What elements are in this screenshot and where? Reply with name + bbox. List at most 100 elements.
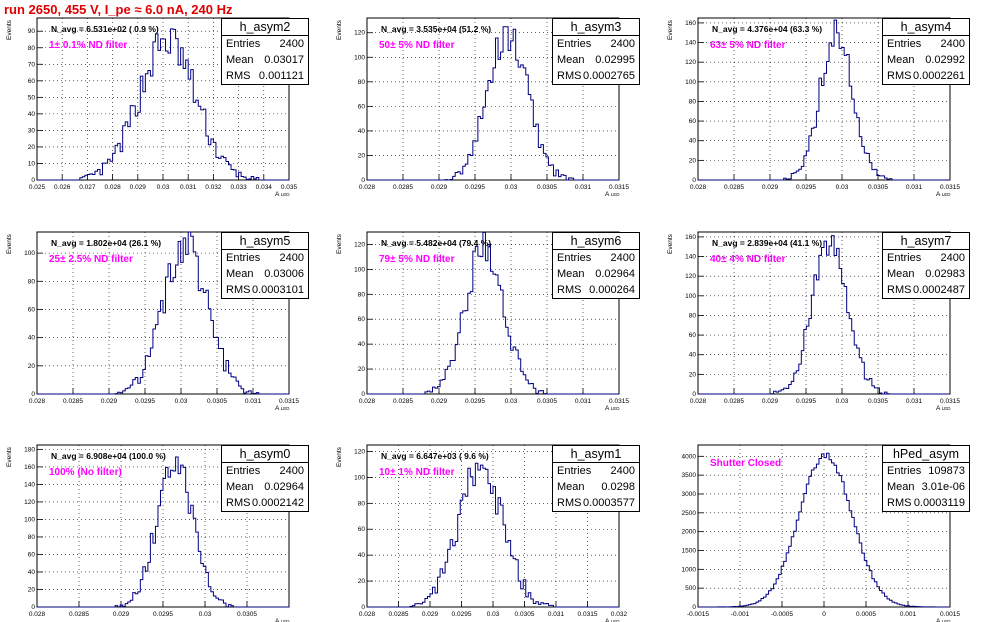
stats-mean-value: 0.02964 [595,268,635,280]
x-tick-label: 0.032 [205,184,222,191]
stats-row-mean: Mean 0.03006 [226,268,304,280]
stats-entries-value: 2400 [279,252,304,264]
x-axis-label: A LED [936,405,951,412]
stats-rms-value: 0.0002261 [913,70,965,82]
stats-row-mean: Mean 0.02964 [226,481,304,493]
stats-row-rms: RMS 0.0002261 [887,70,965,82]
x-tick-label: 0.029 [762,398,779,405]
stats-rms-value: 0.000264 [589,284,635,296]
x-tick-label: 0.0295 [796,184,816,191]
y-tick-label: 100 [24,516,35,523]
x-tick-label: 0.029 [431,398,448,405]
histogram-hPed_asym: -0.0015 -0.001 -0.0005 0 0.0005 0.001 0.0015 0 5… [682,444,960,618]
navg-label: N_avg = 2.839e+04 (41.1 %) [712,238,823,248]
stats-row-mean: Mean 0.02983 [887,268,965,280]
histogram-h_asym3: 0.028 0.0285 0.029 0.0295 0.03 0.0305 0.031 0.0… [354,17,629,191]
x-tick-label: 0.031 [575,184,592,191]
y-tick-label: 120 [354,448,365,455]
x-axis-label: A LED [605,191,620,198]
histogram-h_asym5: 0.028 0.0285 0.029 0.0295 0.03 0.0305 0.031 0.0… [24,231,299,405]
y-tick-label: 160 [24,464,35,471]
y-tick-label: 60 [358,526,366,533]
y-tick-label: 1500 [682,547,697,554]
x-tick-label: 0.028 [359,184,376,191]
y-tick-label: 140 [24,481,35,488]
y-tick-label: 60 [28,78,36,85]
y-tick-label: 100 [354,474,365,481]
y-tick-label: 0 [31,604,35,611]
x-tick-label: 0.0015 [940,611,960,618]
y-tick-label: 40 [28,335,36,342]
y-tick-label: 140 [685,254,696,261]
stats-row-entries: Entries 2400 [226,38,304,50]
stats-entries-value: 2400 [610,252,635,264]
x-tick-label: 0.031 [548,611,565,618]
x-tick-label: 0.029 [762,184,779,191]
stats-row-rms: RMS 0.0002487 [887,284,965,296]
stats-mean-value: 3.01e-06 [921,481,965,493]
stats-mean-value: 0.03006 [264,268,304,280]
filter-label: 1± 0.1% ND filter [49,40,128,51]
navg-label: N_avg = 1.802e+04 (26.1 %) [51,238,162,248]
x-axis-label: A LED [936,191,951,198]
stats-rms-value: 0.0003119 [913,497,965,509]
x-tick-label: 0.001 [900,611,917,618]
y-tick-label: 500 [685,585,696,592]
y-tick-label: 2000 [682,529,697,536]
x-tick-label: 0.031 [906,398,923,405]
stats-row-mean: Mean 0.02992 [887,54,965,66]
stats-entries-value: 2400 [940,252,965,264]
x-tick-label: 0.0005 [856,611,876,618]
y-tick-label: 40 [28,569,36,576]
y-tick-label: 0 [361,391,365,398]
histogram-line-h_asym2 [37,28,289,181]
y-tick-label: 80 [28,45,36,52]
stats-row-entries: Entries 2400 [226,465,304,477]
x-tick-label: 0.03 [836,398,849,405]
stats-title: h_asym5 [222,233,308,250]
stats-box-hPed_asym: hPed_asym Entries 109873 Mean 3.01e-06 RMS 0.0… [882,445,970,512]
navg-label: N_avg = 6.647e+03 ( 9.6 %) [381,451,489,461]
x-tick-label: 0.0305 [537,398,557,405]
y-tick-label: 3500 [682,472,697,479]
stats-rms-value: 0.0002487 [913,284,965,296]
stats-row-entries: Entries 2400 [557,465,635,477]
y-tick-label: 40 [358,128,366,135]
stats-entries-value: 2400 [279,38,304,50]
x-tick-label: -0.001 [731,611,750,618]
panel-h_asym7: 0.028 0.0285 0.029 0.0295 0.03 0.0305 0.031 0.0… [667,228,960,416]
panel-h_asym2: 0.025 0.026 0.027 0.028 0.029 0.03 0.031 0.032 0… [6,14,299,202]
histogram-line-hPed_asym [698,452,950,608]
y-tick-label: 120 [354,30,365,37]
filter-label: Shutter Closed [710,458,782,469]
x-tick-label: 0.0295 [452,611,472,618]
x-tick-label: 0.0295 [465,184,485,191]
navg-label: N_avg = 5.482e+04 (79.4 %) [381,238,492,248]
x-tick-label: 0.03 [505,184,518,191]
y-tick-label: 20 [358,366,366,373]
x-tick-label: 0.026 [54,184,71,191]
stats-row-mean: Mean 0.02995 [557,54,635,66]
y-tick-label: 100 [685,293,696,300]
y-tick-label: 40 [358,552,366,559]
x-tick-label: 0.029 [113,611,130,618]
stats-mean-value: 0.02992 [925,54,965,66]
x-tick-label: 0.0295 [796,398,816,405]
y-tick-label: 1000 [682,566,697,573]
stats-box-h_asym4: h_asym4 Entries 2400 Mean 0.02992 RMS 0.000226… [882,18,970,85]
x-tick-label: 0.0305 [237,611,257,618]
x-tick-label: 0.033 [230,184,247,191]
y-tick-label: 60 [689,332,697,339]
x-tick-label: 0.0295 [153,611,173,618]
x-tick-label: 0.029 [431,184,448,191]
panel-h_asym1: 0.028 0.0285 0.029 0.0295 0.03 0.0305 0.031 0.0… [336,441,629,622]
y-axis-label: Events [6,20,13,40]
x-axis-label: A LED [275,618,290,622]
y-tick-label: 0 [31,391,35,398]
histogram-line-h_asym4 [698,19,950,181]
x-axis-label: A LED [605,405,620,412]
stats-mean-value: 0.02995 [595,54,635,66]
panel-h_asym5: 0.028 0.0285 0.029 0.0295 0.03 0.0305 0.031 0.0… [6,228,299,416]
x-tick-label: 0.027 [79,184,96,191]
